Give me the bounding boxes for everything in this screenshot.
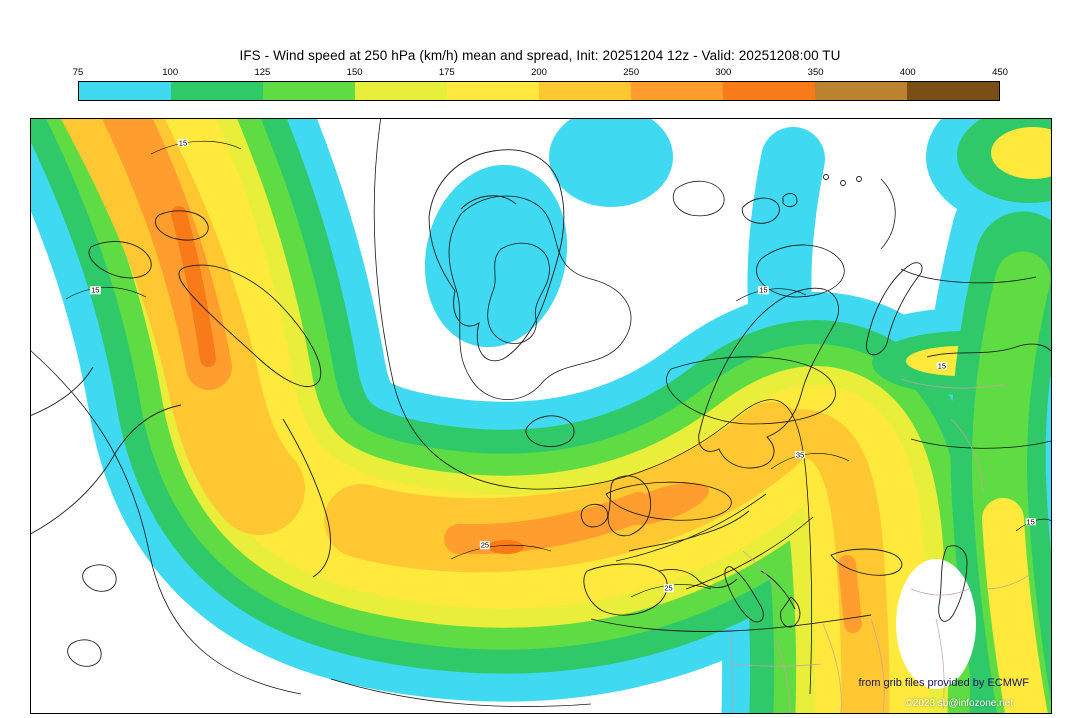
coastlines-layer (31, 149, 1051, 667)
contour-label: 15 (90, 285, 101, 295)
colorbar-tick-label: 350 (807, 67, 824, 78)
colorbar-tick-label: 100 (162, 67, 179, 78)
contour-label: 25 (663, 583, 674, 593)
contour-label: 35 (794, 449, 806, 459)
colorbar-bar (78, 81, 1000, 101)
country-borders-layer (730, 378, 1032, 713)
colorbar: 75 100 125 150 175 200 250 300 350 400 450 (73, 66, 1008, 101)
colorbar-tick-label: 175 (438, 67, 455, 78)
colorbar-segment (79, 82, 171, 100)
colorbar-tick-label: 200 (531, 67, 547, 78)
wind-bands-layer (31, 119, 1051, 713)
spread-contour-lines (65, 140, 1051, 598)
colorbar-segment (171, 82, 263, 100)
colorbar-segment (263, 82, 355, 100)
copyright-text: ©2023 sb@infozone.net (905, 698, 1013, 709)
colorbar-segment (907, 82, 999, 100)
map-area: 15 15 25 35 15 15 15 25 from grib files provide… (30, 118, 1052, 714)
colorbar-tick-label: 450 (992, 67, 1008, 78)
colorbar-segment (447, 82, 539, 100)
contour-label: 15 (758, 285, 769, 295)
colorbar-tick-label: 300 (715, 67, 732, 78)
contour-label: 15 (936, 360, 948, 370)
colorbar-tick-label: 250 (623, 67, 640, 78)
chart-title: IFS - Wind speed at 250 hPa (km/h) mean … (239, 48, 841, 63)
colorbar-ticks: 75 100 125 150 175 200 250 300 350 400 450 (73, 66, 1008, 81)
colorbar-tick-label: 75 (72, 67, 84, 78)
credit-text: from grib files provided by ECMWF (858, 677, 1029, 689)
colorbar-segment (355, 82, 447, 100)
contour-label: 15 (177, 138, 189, 147)
colorbar-tick-label: 150 (346, 67, 363, 78)
contour-label: 25 (479, 540, 491, 550)
colorbar-segment (631, 82, 723, 100)
colorbar-segment (723, 82, 815, 100)
colorbar-tick-label: 400 (899, 67, 916, 78)
colorbar-segment (815, 82, 907, 100)
map-canvas (31, 119, 1051, 713)
contour-label: 15 (1025, 516, 1036, 526)
colorbar-segment (539, 82, 631, 100)
colorbar-tick-label: 125 (254, 67, 271, 78)
